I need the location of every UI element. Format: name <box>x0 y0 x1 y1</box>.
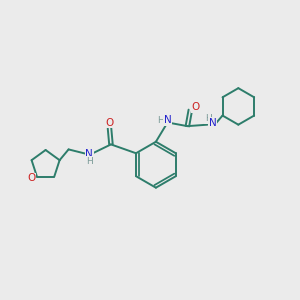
Text: O: O <box>191 102 200 112</box>
Text: H: H <box>158 116 164 125</box>
Text: O: O <box>28 173 36 183</box>
Text: O: O <box>105 118 114 128</box>
Text: N: N <box>209 118 217 128</box>
Text: H: H <box>205 114 212 123</box>
Text: H: H <box>86 157 93 166</box>
Text: N: N <box>85 149 93 159</box>
Text: N: N <box>164 115 172 125</box>
